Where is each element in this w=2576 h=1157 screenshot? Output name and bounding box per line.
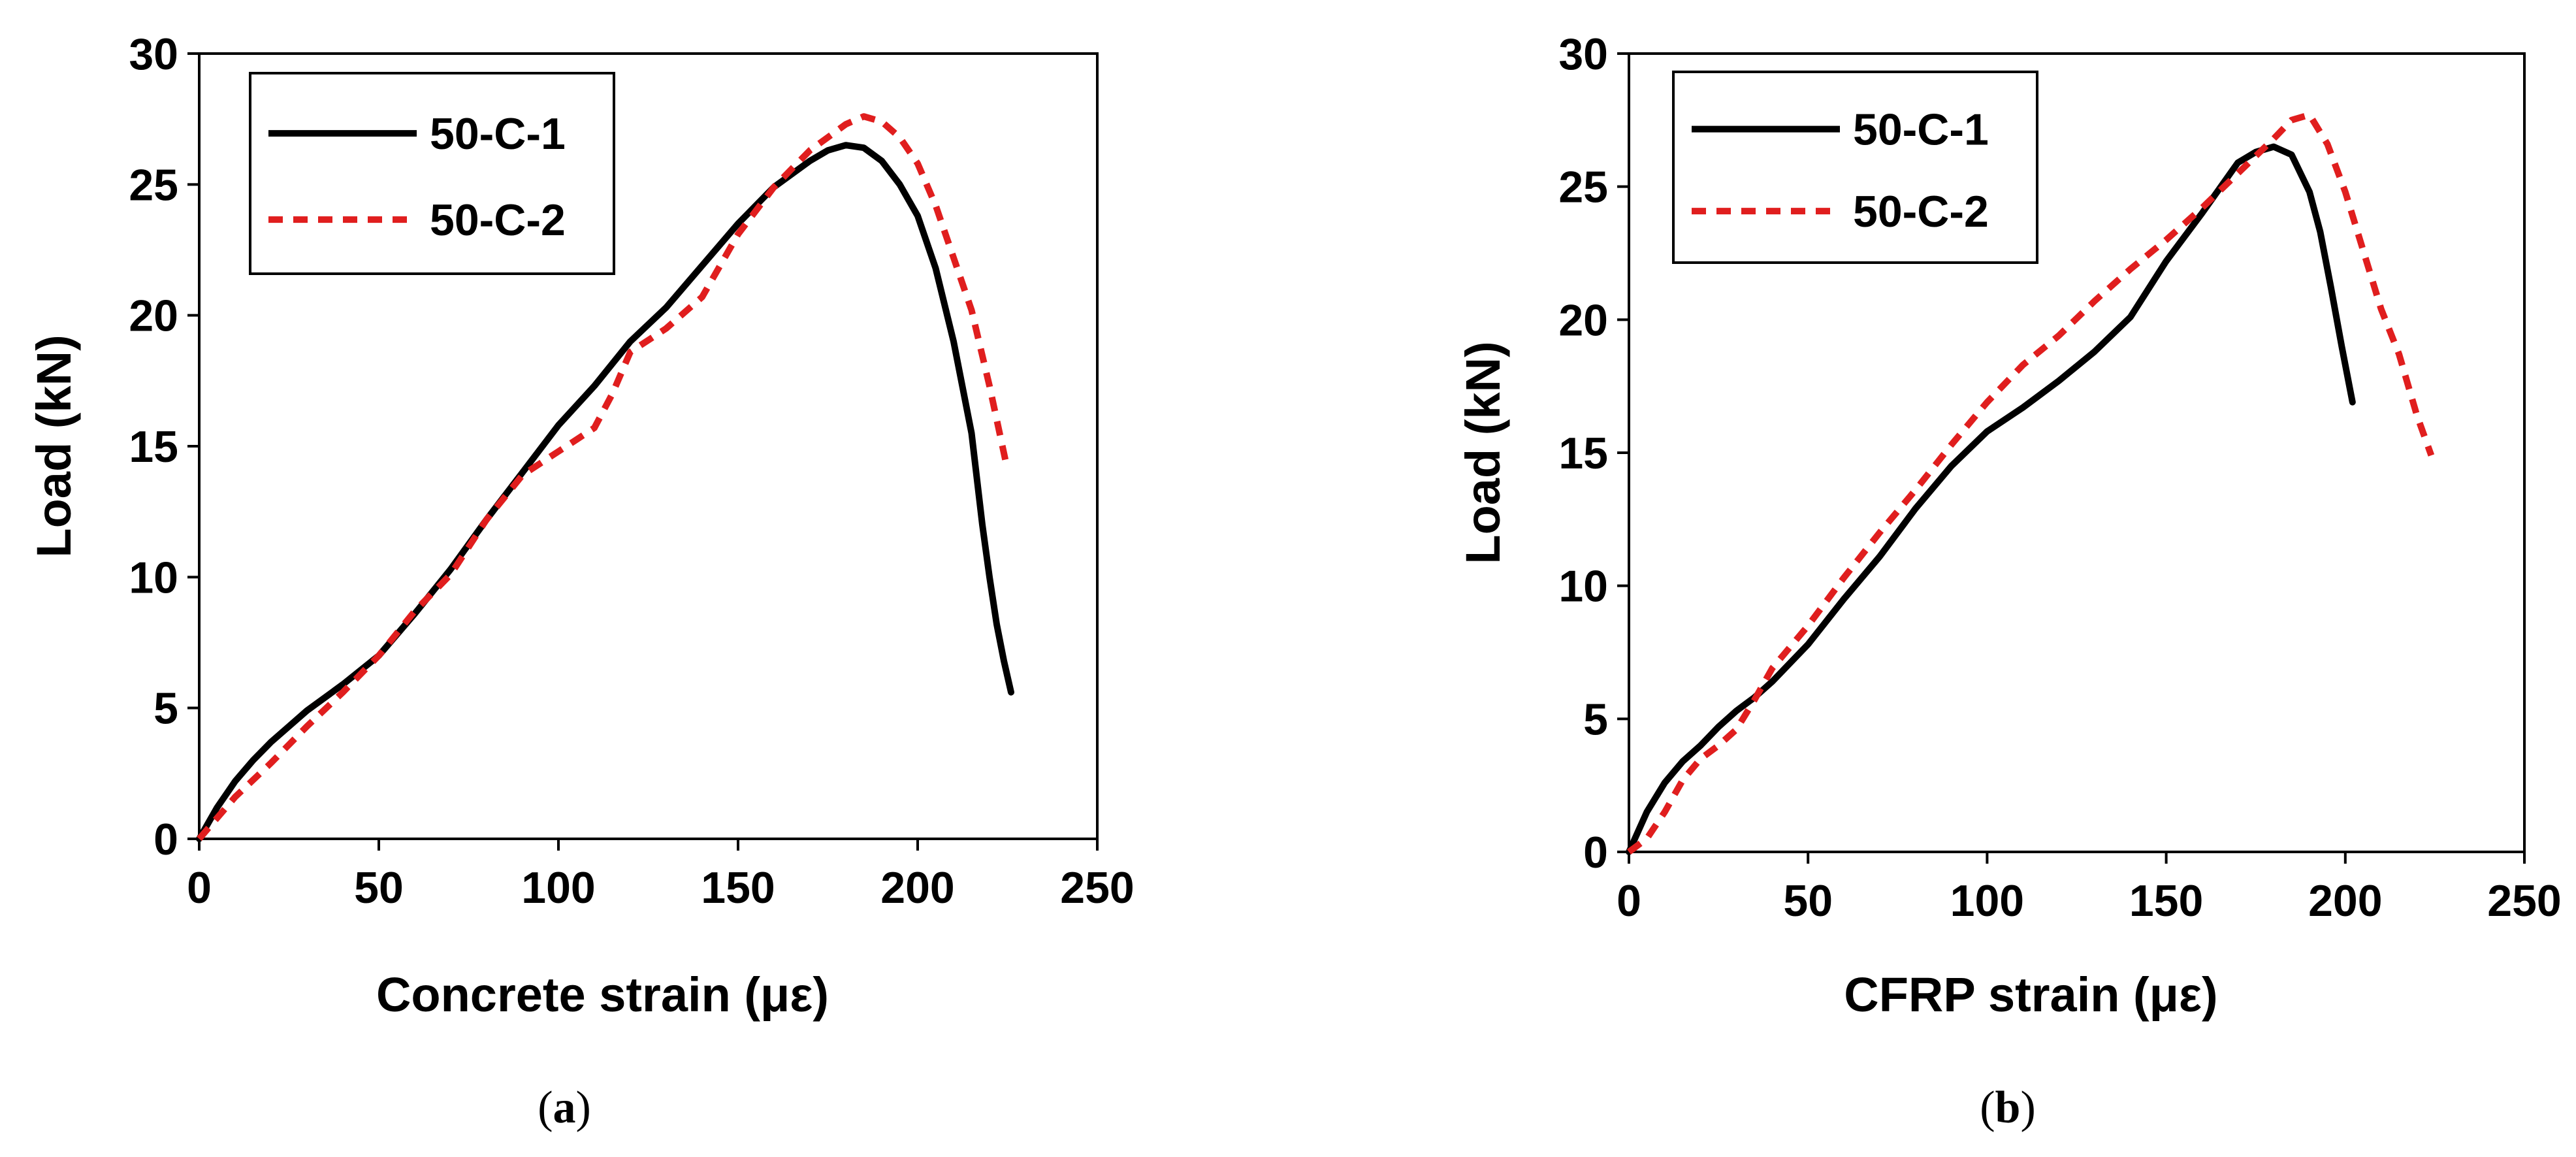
x-tick-label: 150 (2129, 876, 2203, 926)
legend-label: 50-C-2 (1853, 187, 1989, 236)
y-tick-label: 15 (1558, 429, 1608, 478)
y-tick-label: 30 (1558, 29, 1608, 79)
x-tick-label: 0 (187, 863, 212, 913)
chart-b: 0 50 100 150 200 250 0 5 10 15 20 25 30 50-C-1 50-C-2 L… (1456, 29, 2562, 1133)
series-line-50-C-2 (197, 113, 1011, 841)
panel-caption: (a) (538, 1083, 591, 1133)
y-tick-label: 5 (153, 684, 178, 734)
x-tick-label: 250 (1060, 863, 1134, 913)
panel-caption: (b) (1980, 1083, 2036, 1133)
y-tick-label: 5 (1583, 694, 1608, 744)
series-line-50-C-2 (1627, 111, 2435, 855)
x-tick-label: 100 (521, 863, 595, 913)
caption-open: ( (1980, 1083, 1995, 1133)
caption-letter: a (553, 1083, 576, 1133)
y-tick-label: 30 (129, 29, 178, 79)
x-tick-label: 250 (2487, 876, 2561, 926)
caption-close: ) (576, 1083, 591, 1133)
x-tick-label: 200 (880, 863, 954, 913)
y-tick-label: 20 (129, 291, 178, 341)
chart-a: 0 50 100 150 200 250 0 5 10 15 20 25 30 50-C-1 50-C-2 L… (27, 29, 1135, 1133)
y-tick-label: 0 (153, 815, 178, 864)
y-axis-title: Load (kN) (1456, 341, 1510, 564)
legend: 50-C-1 50-C-2 (249, 72, 615, 275)
y-axis-title: Load (kN) (27, 334, 81, 557)
x-tick-label: 100 (1950, 876, 2024, 926)
x-axis-title: Concrete strain (με) (376, 968, 829, 1022)
x-tick-label: 200 (2308, 876, 2382, 926)
y-tick-label: 0 (1583, 828, 1608, 877)
caption-open: ( (538, 1083, 553, 1133)
legend-label: 50-C-1 (430, 109, 566, 159)
y-tick-label: 25 (129, 160, 178, 210)
x-tick-label: 50 (354, 863, 404, 913)
legend-box (249, 72, 615, 275)
y-tick-label: 10 (1558, 562, 1608, 611)
x-tick-label: 50 (1783, 876, 1833, 926)
legend-label: 50-C-1 (1853, 105, 1989, 155)
y-tick-label: 25 (1558, 163, 1608, 212)
legend-box (1672, 71, 2038, 264)
y-tick-label: 20 (1558, 295, 1608, 345)
series-line-50-C-1 (1626, 143, 2356, 855)
series-line-50-C-1 (196, 142, 1014, 842)
x-axis-title: CFRP strain (με) (1844, 968, 2217, 1022)
y-tick-label: 15 (129, 422, 178, 472)
x-tick-label: 150 (701, 863, 775, 913)
legend-label: 50-C-2 (430, 195, 566, 245)
x-tick-label: 0 (1617, 876, 1641, 926)
legend: 50-C-1 50-C-2 (1672, 71, 2038, 264)
caption-close: ) (2020, 1083, 2035, 1133)
caption-letter: b (1995, 1083, 2021, 1133)
y-tick-label: 10 (129, 553, 178, 602)
